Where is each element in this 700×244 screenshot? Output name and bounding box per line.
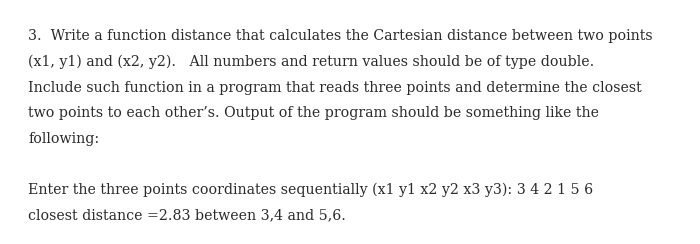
Text: closest distance =2.83 between 3,4 and 5,6.: closest distance =2.83 between 3,4 and 5… (28, 209, 346, 223)
Text: two points to each other’s. Output of the program should be something like the: two points to each other’s. Output of th… (28, 106, 599, 120)
Text: following:: following: (28, 132, 99, 146)
Text: 3.  Write a function distance that calculates the Cartesian distance between two: 3. Write a function distance that calcul… (28, 29, 652, 43)
Text: Enter the three points coordinates sequentially (x1 y1 x2 y2 x3 y3): 3 4 2 1 5 6: Enter the three points coordinates seque… (28, 183, 593, 197)
Text: Include such function in a program that reads three points and determine the clo: Include such function in a program that … (28, 81, 642, 94)
Text: (x1, y1) and (x2, y2).   All numbers and return values should be of type double.: (x1, y1) and (x2, y2). All numbers and r… (28, 55, 594, 69)
